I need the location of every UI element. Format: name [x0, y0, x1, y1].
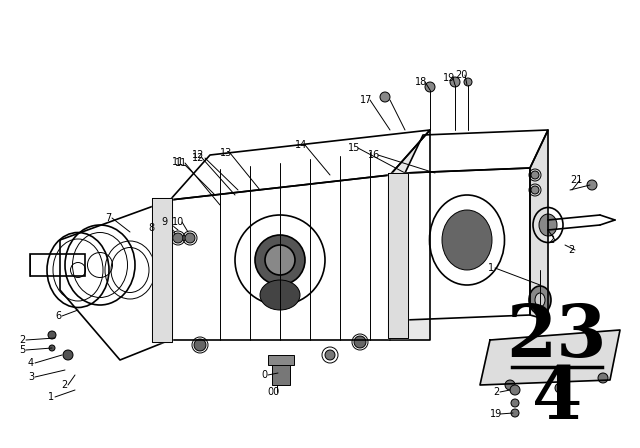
Text: 2: 2 — [568, 245, 574, 255]
Polygon shape — [530, 130, 548, 320]
Circle shape — [325, 350, 335, 360]
Circle shape — [185, 233, 195, 243]
Circle shape — [49, 345, 55, 351]
Circle shape — [510, 385, 520, 395]
Text: 13: 13 — [220, 148, 232, 158]
Circle shape — [450, 77, 460, 87]
Polygon shape — [405, 130, 548, 173]
Circle shape — [587, 180, 597, 190]
Text: 4: 4 — [28, 358, 34, 368]
Text: 12: 12 — [192, 153, 204, 163]
Bar — [272, 360, 290, 385]
Polygon shape — [170, 175, 390, 340]
Ellipse shape — [260, 280, 300, 310]
Text: 11: 11 — [175, 158, 187, 168]
Text: 2: 2 — [19, 335, 25, 345]
Text: 2: 2 — [548, 235, 554, 245]
Circle shape — [598, 373, 608, 383]
Circle shape — [48, 331, 56, 339]
Text: 19: 19 — [443, 73, 455, 83]
Text: 10: 10 — [172, 217, 184, 227]
Text: 12: 12 — [192, 150, 204, 160]
Text: 14: 14 — [295, 140, 307, 150]
Bar — [268, 355, 294, 365]
Circle shape — [464, 78, 472, 86]
Text: 21: 21 — [570, 175, 582, 185]
Polygon shape — [405, 168, 530, 320]
Ellipse shape — [529, 286, 551, 314]
Circle shape — [511, 399, 519, 407]
Circle shape — [425, 82, 435, 92]
Polygon shape — [152, 198, 172, 342]
Ellipse shape — [265, 245, 295, 275]
Circle shape — [63, 350, 73, 360]
Circle shape — [163, 230, 173, 240]
Circle shape — [380, 92, 390, 102]
Text: 2: 2 — [493, 387, 499, 397]
Text: 9: 9 — [161, 217, 167, 227]
Text: 19: 19 — [490, 409, 502, 419]
Text: 00: 00 — [267, 387, 279, 397]
Ellipse shape — [442, 210, 492, 270]
Circle shape — [531, 186, 539, 194]
Text: 23: 23 — [506, 301, 607, 371]
Text: 8: 8 — [148, 223, 154, 233]
Ellipse shape — [255, 235, 305, 285]
Polygon shape — [388, 173, 408, 338]
Text: 3: 3 — [28, 372, 34, 382]
Circle shape — [536, 306, 544, 314]
Text: 1: 1 — [488, 263, 494, 273]
Circle shape — [354, 336, 366, 348]
Ellipse shape — [539, 214, 557, 236]
Circle shape — [173, 233, 183, 243]
Ellipse shape — [535, 293, 545, 307]
Text: 17: 17 — [360, 95, 372, 105]
Text: 1: 1 — [48, 392, 54, 402]
Bar — [30, 254, 85, 276]
Text: 11: 11 — [172, 157, 184, 167]
Text: 2: 2 — [61, 380, 67, 390]
Text: 0: 0 — [261, 370, 267, 380]
Text: 7: 7 — [105, 213, 111, 223]
Text: 18: 18 — [415, 77, 427, 87]
Polygon shape — [170, 130, 430, 200]
Circle shape — [531, 171, 539, 179]
Circle shape — [194, 339, 206, 351]
Polygon shape — [480, 330, 620, 385]
Text: 16: 16 — [368, 150, 380, 160]
Circle shape — [505, 380, 515, 390]
Text: 5: 5 — [19, 345, 25, 355]
Circle shape — [555, 383, 565, 393]
Text: 4: 4 — [532, 363, 582, 434]
Text: 15: 15 — [348, 143, 360, 153]
Polygon shape — [60, 200, 170, 360]
Text: 20: 20 — [455, 70, 467, 80]
Circle shape — [511, 409, 519, 417]
Text: 6: 6 — [55, 311, 61, 321]
Polygon shape — [390, 130, 430, 340]
